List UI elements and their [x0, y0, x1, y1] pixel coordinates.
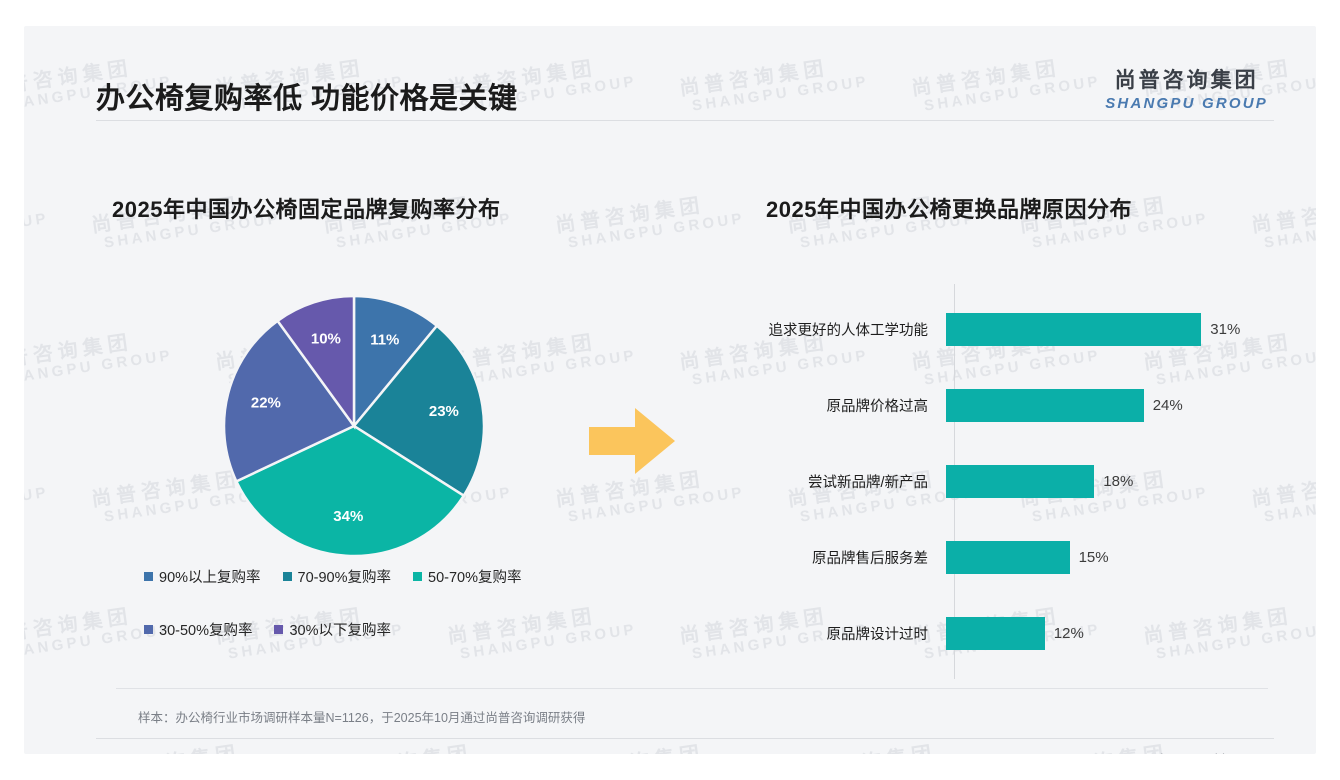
right-arrow-svg	[589, 408, 675, 474]
pie-slice[interactable]	[222, 319, 356, 484]
bar-chart-row: 原品牌设计过时 12%	[724, 616, 1269, 650]
footer-copyright: ©2025.12 SHANGPU GROUP	[96, 752, 272, 754]
brand-name-en: SHANGPU GROUP	[1105, 95, 1268, 112]
bar-fill[interactable]	[946, 540, 1070, 574]
bar-track: 12%	[946, 616, 1269, 650]
legend-row: 90%以上复购率 70-90%复购率 50-70%复购率	[144, 566, 604, 587]
slide: 尚普咨询集团 SHANGPU GROUP 尚普咨询集团 SHANGPU GROUP 尚普…	[24, 26, 1316, 754]
legend-item[interactable]: 90%以上复购率	[144, 566, 261, 587]
page-title: 办公椅复购率低 功能价格是关键	[96, 83, 518, 115]
legend-label: 50-70%复购率	[428, 570, 522, 586]
bar-category-label: 原品牌价格过高	[826, 398, 929, 415]
pie-slice-label: 22%	[251, 394, 281, 411]
bar-chart-row: 尝试新品牌/新产品 18%	[724, 464, 1269, 498]
legend-item[interactable]: 70-90%复购率	[282, 566, 392, 587]
brand-logo: 尚普咨询集团 SHANGPU GROUP	[1105, 70, 1268, 111]
pie-slice[interactable]	[352, 324, 486, 498]
bar-category-label: 原品牌设计过时	[826, 626, 929, 643]
pie-slice[interactable]	[352, 294, 439, 430]
bar-chart-row: 追求更好的人体工学功能 31%	[724, 312, 1269, 346]
right-arrow-icon	[589, 404, 675, 483]
legend-label: 90%以上复购率	[159, 570, 261, 586]
bar-track: 15%	[946, 540, 1269, 574]
header-divider	[96, 120, 1274, 121]
right-chart-title: 2025年中国办公椅更换品牌原因分布	[766, 197, 1132, 222]
bar-fill[interactable]	[946, 312, 1202, 346]
legend-label: 30%以下复购率	[289, 623, 392, 639]
pie-slice-label: 23%	[429, 403, 459, 420]
bar-category-label: 原品牌售后服务差	[812, 550, 928, 567]
pie-legend: 90%以上复购率 70-90%复购率 50-70%复购率 30-50%复购率 30%以…	[144, 566, 604, 640]
pie-slice[interactable]	[234, 424, 466, 558]
bar-value-label: 31%	[1210, 320, 1241, 338]
bar-track: 18%	[946, 464, 1269, 498]
legend-item[interactable]: 50-70%复购率	[413, 566, 522, 587]
pie-slice-label: 10%	[311, 330, 341, 347]
pie-svg: 11% 23% 34% 22% 10%	[222, 294, 486, 558]
repurchase-rate-pie-chart: 11% 23% 34% 22% 10%	[219, 291, 489, 561]
legend-swatch-icon	[282, 572, 292, 581]
bar-chart-row: 原品牌价格过高 24%	[724, 388, 1269, 422]
footer-divider	[96, 738, 1274, 739]
legend-row: 30-50%复购率 30%以下复购率	[144, 619, 604, 640]
legend-swatch-icon	[144, 572, 153, 581]
footer-website[interactable]: www.shangpu-china.com	[1123, 752, 1268, 754]
legend-item[interactable]: 30-50%复购率	[144, 619, 252, 640]
bar-category-label: 尝试新品牌/新产品	[807, 474, 928, 491]
sample-footnote: 样本：办公椅行业市场调研样本量N=1126，于2025年10月通过尚普咨询调研获…	[138, 711, 586, 725]
bar-value-label: 12%	[1053, 624, 1084, 642]
pie-slice[interactable]	[275, 294, 356, 430]
brand-name-cn: 尚普咨询集团	[1114, 69, 1259, 92]
pie-slice-label: 11%	[370, 331, 399, 348]
bar-category-label: 追求更好的人体工学功能	[768, 322, 929, 339]
bar-track: 24%	[946, 388, 1269, 422]
footnote-divider	[116, 688, 1268, 689]
legend-label: 30-50%复购率	[159, 623, 253, 639]
bar-value-label: 15%	[1078, 548, 1109, 566]
bar-value-label: 24%	[1152, 396, 1183, 414]
pie-slice-label: 34%	[333, 508, 363, 525]
bar-fill[interactable]	[946, 388, 1144, 422]
slide-header: 办公椅复购率低 功能价格是关键 尚普咨询集团 SHANGPU GROUP	[24, 26, 1316, 122]
bar-fill[interactable]	[946, 464, 1095, 498]
bar-value-label: 18%	[1103, 472, 1134, 490]
legend-swatch-icon	[274, 625, 284, 634]
bar-fill[interactable]	[946, 616, 1045, 650]
legend-label: 70-90%复购率	[297, 570, 392, 586]
left-chart-title: 2025年中国办公椅固定品牌复购率分布	[112, 197, 501, 222]
legend-swatch-icon	[144, 625, 153, 634]
bar-chart-row: 原品牌售后服务差 15%	[724, 540, 1269, 574]
bar-track: 31%	[946, 312, 1269, 346]
legend-item[interactable]: 30%以下复购率	[274, 619, 391, 640]
legend-swatch-icon	[413, 572, 423, 581]
brand-switch-reason-bar-chart: 追求更好的人体工学功能 31% 原品牌价格过高 24% 尝试新品牌/新产品 18% 原品牌售…	[724, 284, 1269, 679]
